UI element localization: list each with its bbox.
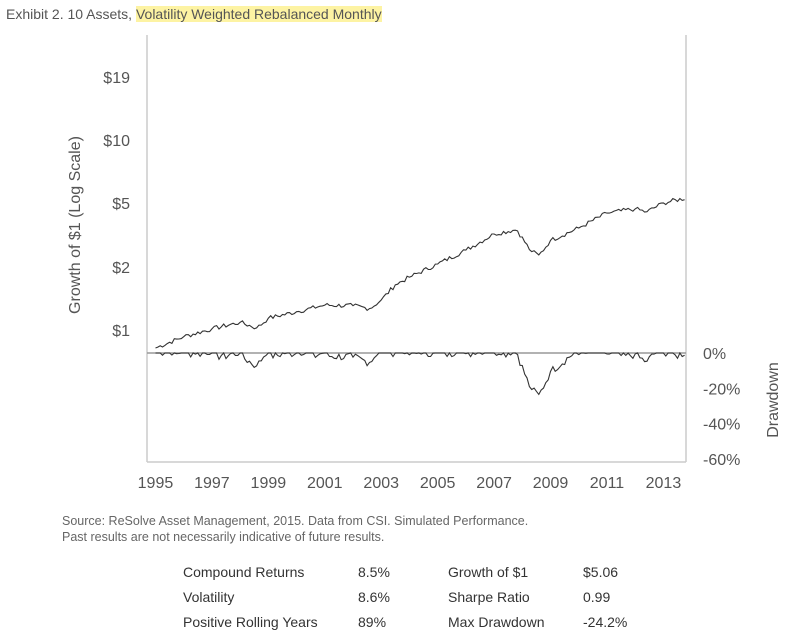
- x-tick-label: 2013: [646, 475, 682, 492]
- stat-value: -24.2%: [583, 614, 628, 630]
- x-tick-label: 2005: [420, 475, 456, 492]
- y-axis-title: Growth of $1 (Log Scale): [67, 136, 84, 314]
- stats-row: Positive Rolling Years 89% Max Drawdown -24…: [183, 612, 643, 637]
- x-tick-label: 1997: [194, 475, 230, 492]
- y2-tick-label: -60%: [703, 452, 740, 469]
- exhibit-title: Exhibit 2. 10 Assets, Volatility Weighte…: [6, 6, 382, 22]
- stat-label: Sharpe Ratio: [448, 589, 530, 605]
- y-tick-label: $19: [103, 70, 130, 87]
- title-highlight: Volatility Weighted Rebalanced Monthly: [135, 6, 382, 22]
- source-line-1: Source: ReSolve Asset Management, 2015. …: [62, 514, 529, 528]
- stat-value: 89%: [358, 614, 387, 630]
- stats-table: Compound Returns 8.5% Growth of $1 $5.06 Vol…: [183, 562, 643, 637]
- growth-drawdown-chart: $1 $2 $5 $10 $19 0% -20% -40% -60% 1995 1997 1999 20…: [67, 35, 782, 492]
- stat-value: 0.99: [583, 589, 611, 605]
- source-line-2: Past results are not necessarily indicat…: [62, 530, 385, 544]
- y2-tick-label: -40%: [703, 417, 740, 434]
- title-prefix: Exhibit 2. 10 Assets,: [6, 6, 136, 22]
- y-tick-label: $2: [112, 260, 130, 277]
- y-tick-label: $1: [112, 323, 130, 340]
- y-tick-label: $10: [103, 133, 130, 150]
- stat-label: Compound Returns: [183, 564, 305, 580]
- x-tick-label: 2007: [476, 475, 512, 492]
- stat-label: Max Drawdown: [448, 614, 545, 630]
- growth-line: [155, 197, 685, 349]
- y-tick-label: $5: [112, 196, 130, 213]
- x-tick-label: 2003: [363, 475, 399, 492]
- y2-tick-label: -20%: [703, 381, 740, 398]
- stat-label: Positive Rolling Years: [183, 614, 318, 630]
- x-tick-label: 2011: [590, 475, 625, 492]
- y2-tick-label: 0%: [703, 346, 726, 363]
- x-tick-label: 1999: [251, 475, 287, 492]
- stats-row: Volatility 8.6% Sharpe Ratio 0.99: [183, 587, 643, 612]
- x-tick-label: 2009: [533, 475, 569, 492]
- stat-label: Growth of $1: [448, 564, 529, 580]
- x-tick-label: 1995: [138, 475, 174, 492]
- source-note: Source: ReSolve Asset Management, 2015. …: [62, 513, 528, 545]
- stat-value: 8.6%: [358, 589, 390, 605]
- y2-axis-title: Drawdown: [765, 362, 782, 438]
- stat-label: Volatility: [183, 589, 235, 605]
- stats-row: Compound Returns 8.5% Growth of $1 $5.06: [183, 562, 643, 587]
- x-tick-label: 2001: [307, 475, 343, 492]
- drawdown-line: [155, 351, 685, 396]
- stat-value: 8.5%: [358, 564, 390, 580]
- stat-value: $5.06: [583, 564, 619, 580]
